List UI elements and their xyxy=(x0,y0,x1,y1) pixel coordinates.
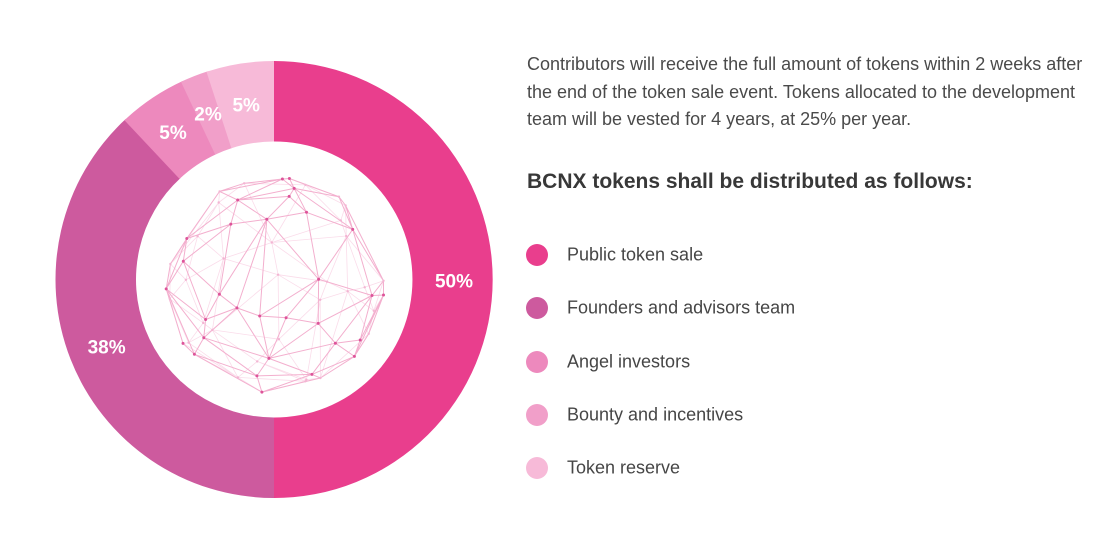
svg-text:2%: 2% xyxy=(194,105,222,126)
svg-text:5%: 5% xyxy=(159,123,187,144)
svg-text:50%: 50% xyxy=(435,272,473,293)
svg-text:5%: 5% xyxy=(232,96,260,117)
svg-text:38%: 38% xyxy=(88,337,126,358)
